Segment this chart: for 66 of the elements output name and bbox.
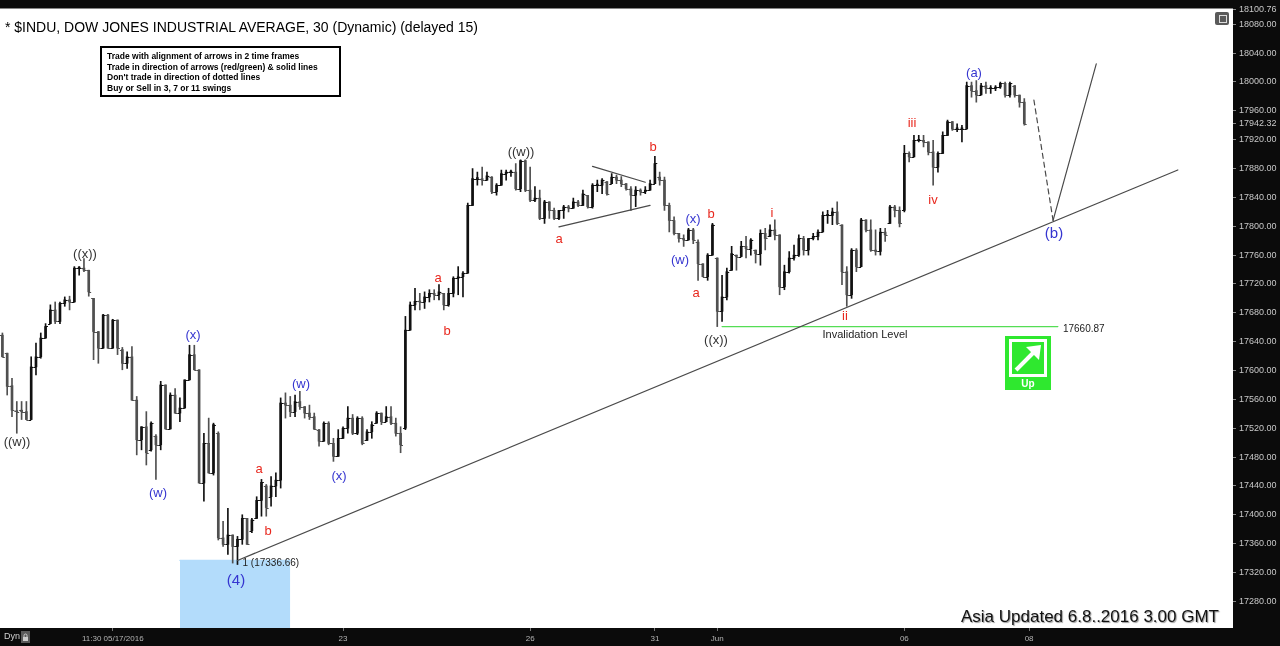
annotation: ((w)) [3,433,31,449]
y-tick-label: 17640.00 [1239,336,1277,347]
y-tick-label: 18000.00 [1239,76,1277,87]
annotation: Trade with alignment of arrows in 2 time frames [107,51,301,62]
annotation: i [770,204,774,220]
y-tick-label: 17520.00 [1239,422,1277,433]
x-tick-label: 26 [525,634,536,643]
annotation: a [692,284,700,300]
text: Dyn [4,630,21,642]
annotation: ((w)) [507,143,535,159]
annotation: (w) [291,375,311,391]
annotation: (4) [226,570,246,588]
y-tick-label: 17480.00 [1239,451,1277,462]
y-tick-label: 17560.00 [1239,393,1277,404]
annotation: b [649,138,657,154]
y-tick-label: 18100.76 [1239,3,1277,14]
annotation: (w) [670,251,690,267]
annotation: iii [907,114,917,130]
annotation: (x) [685,210,701,226]
y-tick-label: 17320.00 [1239,566,1277,577]
data-label: 17660.87 [1062,323,1106,335]
y-tick-label: 17400.00 [1239,509,1277,520]
annotation: (w) [148,484,168,500]
y-tick-label: 17840.00 [1239,191,1277,202]
y-tick-label: 18080.00 [1239,18,1277,29]
y-tick-label: 17960.00 [1239,105,1277,116]
y-tick-label: 17440.00 [1239,480,1277,491]
text: * $INDU, DOW JONES INDUSTRIAL AVERAGE, 30 (Dynamic) (delayed 15) [5,19,479,35]
y-tick-label: 17600.00 [1239,364,1277,375]
annotation: (b) [1044,223,1064,241]
y-tick-label: 18040.00 [1239,47,1277,58]
annotation: Buy or Sell in 3, 7 or 11 swings [107,82,233,93]
x-tick-label: 11:30 05/17/2016 [81,634,145,643]
annotation: iv [928,191,938,207]
y-tick-label: 17880.00 [1239,163,1277,174]
annotation: a [555,230,563,246]
annotation: a [255,460,263,476]
x-tick-label: 08 [1024,634,1035,643]
annotation: b [443,322,451,338]
y-tick-label: 17942.32 [1239,118,1277,129]
annotation: ii [842,307,848,323]
y-tick-label: 17280.00 [1239,595,1277,606]
annotation: (x) [185,326,201,342]
data-label: 1 (17336.66) [242,557,300,569]
x-tick-label: 31 [650,634,660,643]
annotation: b [707,205,715,221]
annotation: (a) [966,64,982,80]
y-tick-label: 17800.00 [1239,220,1277,231]
annotation: (x) [331,467,347,483]
annotation: Asia Updated 6.8..2016 3.00 GMT [961,607,1219,627]
y-tick-label: 17360.00 [1239,538,1277,549]
annotation: ((x)) [73,245,97,261]
annotation: b [264,522,272,538]
x-tick-label: 06 [899,634,910,643]
x-tick-label: 23 [338,634,349,643]
y-tick-label: 17720.00 [1239,278,1277,289]
y-tick-label: 17920.00 [1239,134,1277,145]
y-tick-label: 17760.00 [1239,249,1277,260]
series-label: Invalidation Level [822,328,908,341]
y-tick-label: 17680.00 [1239,307,1277,318]
annotation: a [434,269,442,285]
annotation: Up [1020,378,1036,389]
annotation: Trade in direction of arrows (red/green) & solid lines [107,61,319,72]
annotation: ((x)) [704,331,728,347]
annotation: Don't trade in direction of dotted lines [107,72,262,83]
x-tick-label: Jun [710,634,724,643]
